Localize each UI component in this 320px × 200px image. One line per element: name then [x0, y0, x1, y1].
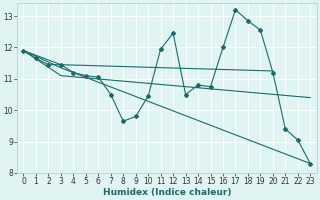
X-axis label: Humidex (Indice chaleur): Humidex (Indice chaleur)	[103, 188, 231, 197]
